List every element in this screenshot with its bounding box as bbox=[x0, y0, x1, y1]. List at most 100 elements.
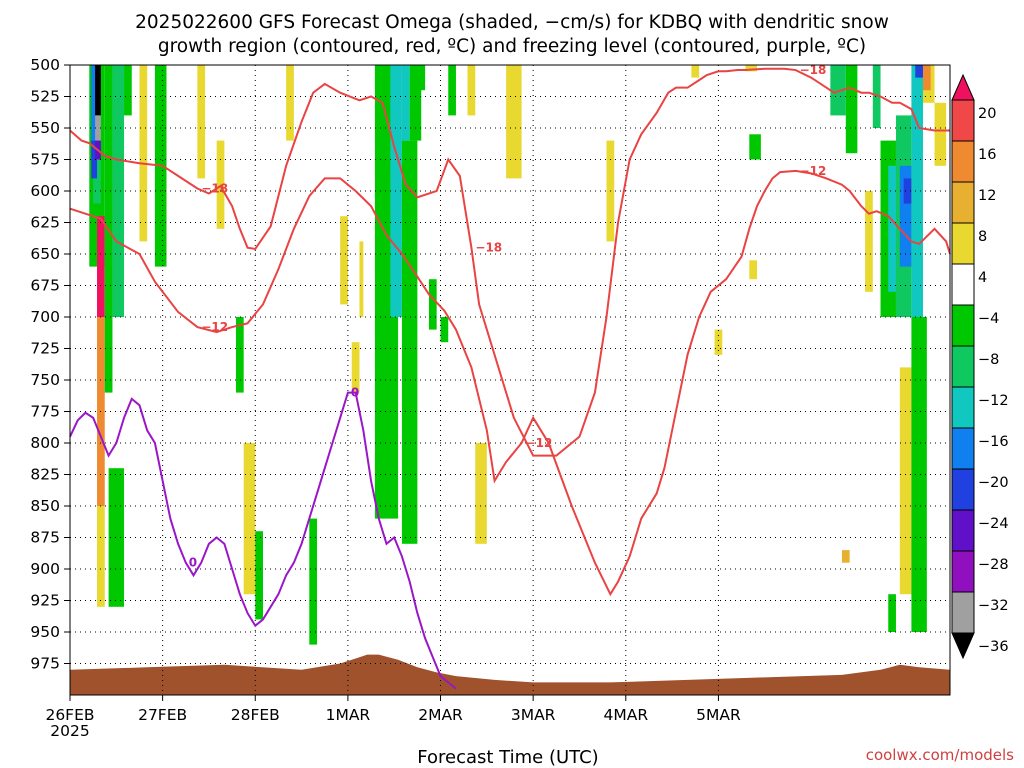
omega-cell bbox=[830, 65, 846, 116]
omega-cell bbox=[475, 443, 487, 544]
dgz-contour-label: −18 bbox=[475, 241, 502, 255]
y-tick-label: 850 bbox=[30, 497, 60, 515]
terrain-area bbox=[70, 654, 950, 695]
omega-cell bbox=[124, 65, 132, 116]
omega-cell bbox=[714, 329, 723, 355]
y-tick-label: 500 bbox=[30, 56, 60, 74]
colorbar-label: −28 bbox=[978, 557, 1009, 573]
y-tick-label: 900 bbox=[30, 560, 60, 578]
colorbar-label: −8 bbox=[978, 352, 999, 368]
omega-cell bbox=[108, 468, 125, 607]
omega-cell bbox=[922, 65, 931, 91]
omega-cell bbox=[448, 65, 456, 116]
colorbar-label: 20 bbox=[978, 106, 996, 122]
omega-cell bbox=[97, 216, 105, 317]
colorbar-swatch bbox=[951, 386, 975, 429]
omega-cell bbox=[749, 260, 758, 280]
omega-cell bbox=[91, 140, 98, 179]
omega-cell bbox=[428, 279, 437, 330]
omega-cell bbox=[309, 518, 318, 645]
x-tick-label: 5MAR bbox=[696, 706, 741, 724]
y-tick-label: 825 bbox=[30, 466, 60, 484]
colorbar-label: −24 bbox=[978, 516, 1009, 532]
credit-text[interactable]: coolwx.com/models bbox=[866, 746, 1014, 764]
y-tick-label: 925 bbox=[30, 592, 60, 610]
colorbar-swatch bbox=[951, 181, 975, 224]
omega-cell bbox=[749, 134, 761, 160]
freezing-contour-line bbox=[69, 391, 457, 690]
colorbar-label: −32 bbox=[978, 598, 1009, 614]
y-tick-label: 800 bbox=[30, 434, 60, 452]
omega-cell bbox=[691, 65, 700, 78]
dgz-contour-line bbox=[69, 169, 951, 597]
colorbar-label: −20 bbox=[978, 475, 1009, 491]
y-tick-label: 750 bbox=[30, 371, 60, 389]
omega-cell bbox=[243, 443, 256, 595]
omega-cell bbox=[235, 317, 244, 393]
omega-cell bbox=[139, 65, 148, 242]
omega-cell bbox=[903, 178, 912, 204]
freezing-contour-label: 0 bbox=[189, 556, 197, 570]
omega-cell bbox=[872, 65, 881, 128]
omega-cell bbox=[91, 65, 98, 141]
y-tick-label: 725 bbox=[30, 340, 60, 358]
omega-cell bbox=[899, 165, 912, 267]
x-tick-label: 1MAR bbox=[326, 706, 371, 724]
omega-cell bbox=[888, 594, 896, 632]
colorbar-label: 8 bbox=[978, 229, 987, 245]
colorbar-swatch bbox=[951, 468, 975, 511]
y-tick-label: 525 bbox=[30, 88, 60, 106]
colorbar-label: 16 bbox=[978, 147, 996, 163]
omega-cell bbox=[197, 65, 206, 179]
colorbar-label: −12 bbox=[978, 393, 1009, 409]
freezing-level-contour: 00 bbox=[69, 386, 457, 690]
omega-cell bbox=[506, 65, 522, 179]
omega-cell bbox=[255, 531, 263, 620]
omega-cell bbox=[390, 65, 402, 317]
omega-cell bbox=[351, 342, 360, 393]
dgz-contour-label: −12 bbox=[800, 164, 827, 178]
chart-title-line2: growth region (contoured, red, ºC) and f… bbox=[158, 36, 866, 57]
colorbar-swatch bbox=[951, 99, 975, 142]
dgz-contour-line bbox=[69, 67, 950, 457]
x-tick-label: 3MAR bbox=[511, 706, 556, 724]
dgz-contours: −18 −18 −18 −12 −12 −12 bbox=[69, 63, 951, 597]
plot-area: −18−18−18−12−12−12 00 bbox=[69, 63, 951, 696]
colorbar-swatch bbox=[951, 222, 975, 265]
dgz-contour-label: −12 bbox=[526, 436, 553, 450]
omega-cell bbox=[911, 65, 923, 317]
colorbar-swatch bbox=[951, 591, 975, 634]
omega-shading bbox=[89, 65, 947, 645]
colorbar-swatch bbox=[951, 140, 975, 183]
colorbar-label: −4 bbox=[978, 311, 999, 327]
colorbar-swatch bbox=[951, 345, 975, 388]
chart-title-line1: 2025022600 GFS Forecast Omega (shaded, −… bbox=[135, 12, 889, 33]
colorbar-swatch bbox=[951, 509, 975, 552]
x-tick-label: 27FEB bbox=[138, 706, 187, 724]
colorbar: 20 16 12 8 4 −4 −8 −12 −16 −20 −24 −28 −32 −36 bbox=[951, 73, 1009, 660]
colorbar-label: 12 bbox=[978, 188, 996, 204]
omega-cell bbox=[95, 65, 101, 116]
omega-cell bbox=[286, 65, 294, 141]
colorbar-swatch bbox=[951, 304, 975, 347]
y-tick-label: 875 bbox=[30, 529, 60, 547]
colorbar-label: −16 bbox=[978, 434, 1009, 450]
omega-cell bbox=[915, 65, 923, 78]
colorbar-swatch bbox=[951, 550, 975, 593]
omega-cell bbox=[467, 65, 476, 116]
omega-cell bbox=[911, 317, 927, 632]
omega-cell bbox=[841, 550, 850, 563]
omega-cell bbox=[845, 65, 858, 154]
y-tick-label: 575 bbox=[30, 151, 60, 169]
x-axis-label: Forecast Time (UTC) bbox=[417, 747, 598, 768]
omega-cell bbox=[97, 506, 105, 607]
omega-cell bbox=[440, 317, 449, 343]
y-tick-label: 675 bbox=[30, 277, 60, 295]
y-tick-label: 975 bbox=[30, 655, 60, 673]
x-tick-label: 28FEB bbox=[231, 706, 280, 724]
omega-cell bbox=[216, 140, 225, 229]
omega-cell bbox=[340, 216, 348, 305]
omega-cell bbox=[899, 367, 912, 595]
colorbar-arrow-bottom bbox=[951, 632, 975, 660]
